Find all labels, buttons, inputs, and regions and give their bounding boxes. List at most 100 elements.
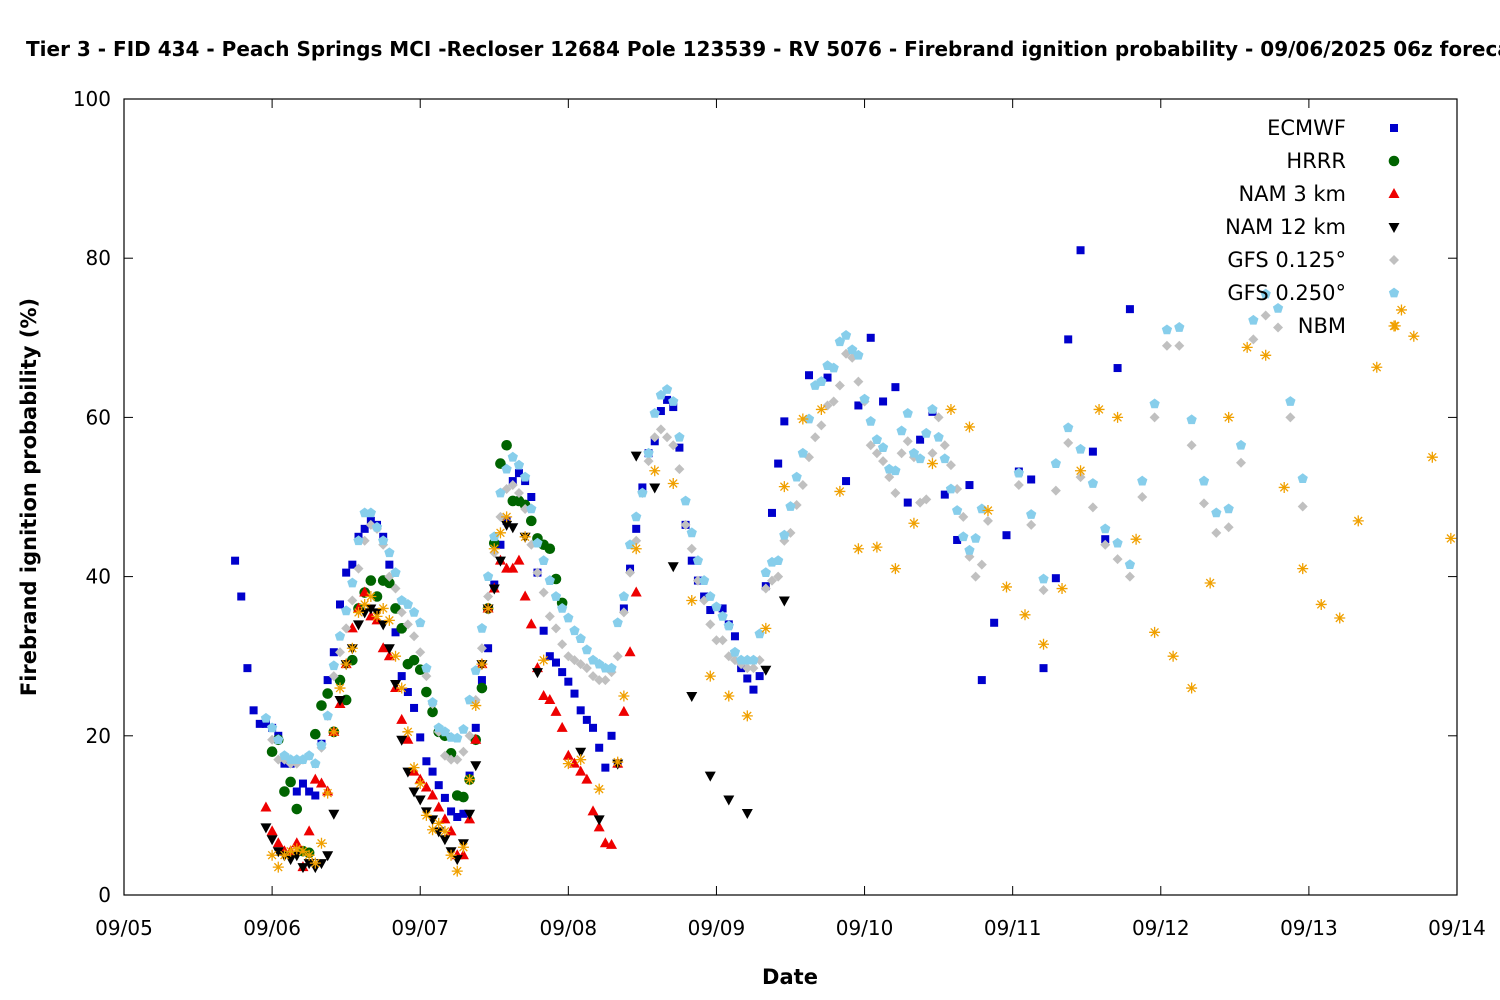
data-point	[507, 562, 519, 573]
data-point	[255, 719, 264, 728]
legend-marker	[1388, 223, 1400, 233]
data-point	[557, 639, 568, 650]
data-point	[1075, 465, 1087, 477]
data-point	[494, 556, 506, 567]
data-point	[649, 465, 661, 477]
data-point	[1278, 481, 1290, 493]
data-point	[933, 412, 944, 423]
data-point	[496, 540, 505, 549]
data-point	[297, 863, 309, 874]
data-point	[1174, 322, 1185, 332]
legend-label: NBM	[1298, 314, 1346, 338]
data-point	[704, 670, 716, 682]
data-point	[427, 815, 439, 826]
data-point	[298, 779, 307, 788]
data-point	[780, 417, 789, 426]
series-0	[231, 246, 1134, 821]
data-point	[328, 726, 340, 738]
data-point	[1186, 682, 1198, 694]
data-point	[877, 442, 889, 453]
data-point	[494, 527, 506, 539]
data-point	[433, 817, 445, 829]
data-point	[303, 825, 315, 836]
data-point	[342, 568, 351, 577]
data-point	[464, 809, 476, 820]
data-point	[328, 809, 340, 820]
data-point	[495, 487, 506, 498]
data-point	[1076, 246, 1085, 255]
x-axis-title: Date	[762, 965, 818, 989]
data-point	[717, 611, 728, 621]
data-point	[519, 590, 531, 601]
data-point	[532, 537, 543, 548]
data-point	[243, 664, 252, 673]
series-6	[266, 304, 1457, 877]
data-point	[612, 756, 624, 768]
data-point	[261, 719, 270, 728]
data-point	[488, 584, 500, 595]
data-point	[569, 625, 580, 636]
data-point	[871, 541, 883, 553]
data-point	[440, 793, 449, 802]
y-tick-label: 20	[86, 724, 111, 748]
data-point	[1235, 439, 1247, 450]
data-point	[470, 700, 482, 712]
data-point	[353, 606, 365, 618]
data-point	[378, 535, 389, 546]
data-point	[383, 650, 395, 661]
data-point	[482, 602, 494, 614]
data-point	[576, 706, 585, 715]
data-point	[371, 521, 383, 532]
data-point	[866, 333, 875, 342]
data-point	[1100, 539, 1111, 550]
data-point	[390, 680, 402, 691]
data-point	[748, 654, 759, 665]
data-point	[1038, 585, 1049, 596]
data-point	[1087, 478, 1099, 488]
y-tick-label: 0	[98, 883, 111, 907]
data-point	[1260, 288, 1271, 299]
data-point	[1039, 664, 1048, 673]
data-point	[266, 835, 278, 846]
data-point	[439, 813, 451, 824]
data-point	[618, 705, 630, 716]
data-point	[773, 555, 784, 566]
data-point	[760, 583, 771, 594]
data-point	[310, 728, 321, 740]
y-tick-label: 40	[86, 565, 111, 589]
data-point	[669, 403, 678, 412]
data-point	[810, 432, 821, 443]
data-point	[914, 453, 926, 464]
data-point	[1125, 305, 1134, 314]
data-point	[285, 776, 296, 788]
data-point	[742, 663, 753, 674]
data-point	[291, 843, 303, 855]
series-4	[267, 310, 1308, 769]
data-point	[457, 841, 469, 853]
data-point	[1236, 457, 1247, 468]
data-point	[402, 619, 413, 630]
data-point	[631, 511, 642, 522]
data-point	[385, 560, 394, 569]
data-point	[593, 821, 605, 832]
data-point	[717, 635, 728, 646]
data-point	[538, 555, 549, 566]
data-point	[396, 682, 408, 694]
data-point	[649, 408, 660, 418]
data-point	[816, 420, 827, 431]
data-point	[575, 747, 587, 758]
data-point	[439, 726, 451, 737]
x-tick-label: 09/10	[836, 916, 894, 940]
data-point	[315, 837, 327, 849]
data-point	[476, 622, 488, 633]
data-point	[649, 432, 660, 443]
data-point	[408, 607, 420, 617]
data-point	[365, 575, 377, 586]
data-point	[1101, 535, 1110, 544]
data-point	[415, 647, 426, 658]
data-point	[545, 652, 554, 661]
data-point	[791, 471, 802, 482]
data-point	[1260, 310, 1271, 321]
data-point	[1038, 573, 1049, 584]
x-tick-label: 09/06	[243, 916, 301, 940]
